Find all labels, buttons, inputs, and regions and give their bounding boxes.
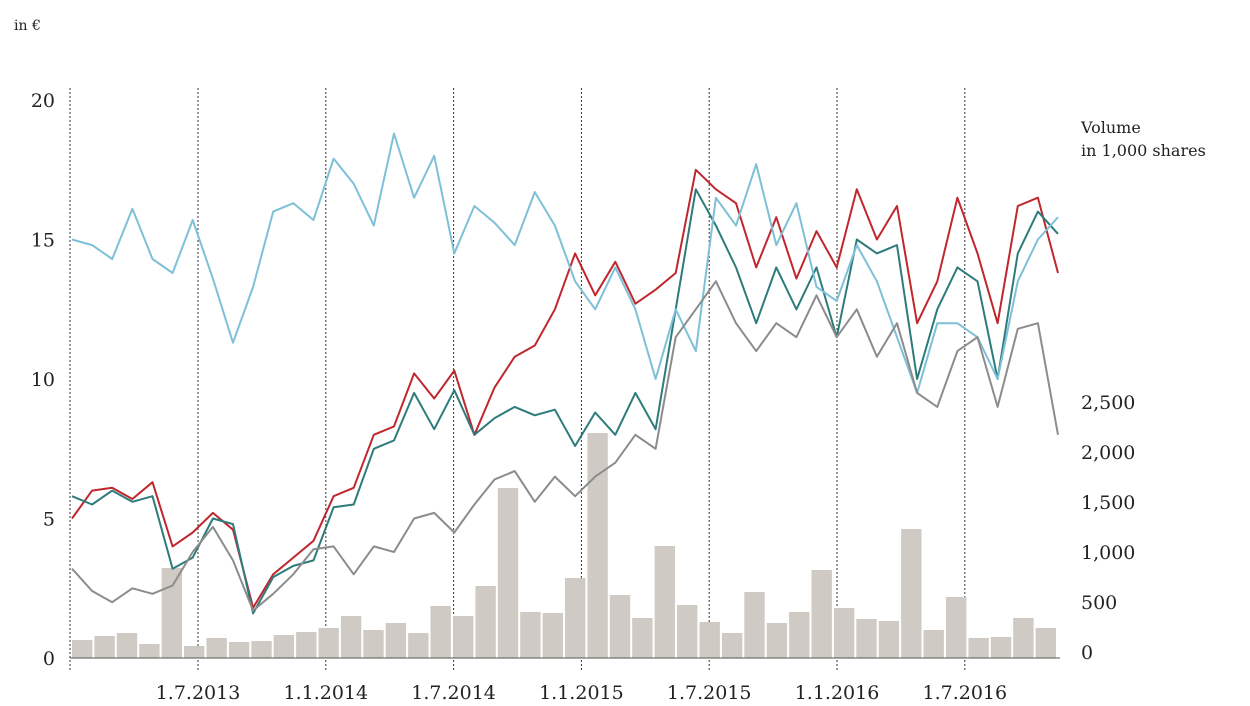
volume-bar [901, 529, 922, 658]
volume-bar [116, 633, 138, 658]
price-unit-label: in € [14, 18, 41, 34]
volume-bar [228, 642, 250, 658]
volume-bar [1013, 618, 1034, 658]
volume-bar [856, 619, 877, 658]
series-line-3 [71, 280, 1059, 612]
volume-bar [811, 570, 832, 658]
volume-bar [475, 586, 496, 658]
volume-axis-title-line-1: Volume [1080, 118, 1141, 137]
volume-tick-3: 1,500 [1081, 492, 1135, 514]
volume-bar [609, 595, 631, 658]
volume-bar [94, 636, 115, 658]
volume-bar [273, 635, 295, 658]
x-tick-1: 1.1.2014 [283, 682, 368, 704]
volume-bar [296, 632, 317, 658]
volume-bar [766, 623, 788, 658]
volume-tick-2: 1,000 [1081, 542, 1135, 564]
series-line-1 [71, 188, 1059, 615]
volume-bar [251, 641, 272, 658]
volume-bar [318, 628, 339, 658]
y-tick-20: 20 [31, 90, 55, 112]
volume-bar [363, 630, 384, 658]
volume-tick-4: 2,000 [1081, 442, 1135, 464]
volume-bar [1035, 628, 1056, 658]
y-tick-5: 5 [43, 509, 55, 531]
volume-bar [946, 597, 967, 658]
volume-bar [744, 592, 765, 658]
x-tick-4: 1.7.2015 [667, 682, 752, 704]
volume-bar [340, 616, 362, 658]
volume-bar [206, 638, 227, 658]
volume-bar [520, 612, 541, 658]
volume-bar [923, 630, 944, 658]
volume-bar [72, 640, 93, 658]
volume-bar [654, 546, 675, 658]
volume-bar [968, 638, 989, 658]
price-series-lines [71, 132, 1059, 615]
series-line-2 [71, 132, 1059, 394]
volume-bars [72, 433, 1056, 658]
volume-bar [161, 568, 182, 658]
volume-bar [587, 433, 608, 658]
volume-tick-1: 500 [1081, 592, 1117, 614]
volume-bar [542, 613, 563, 658]
volume-bar [139, 644, 160, 658]
volume-bar [497, 488, 519, 658]
volume-bar [833, 608, 855, 658]
volume-bar [878, 621, 900, 658]
volume-bar [789, 612, 810, 658]
x-tick-6: 1.7.2016 [922, 682, 1007, 704]
x-tick-3: 1.1.2015 [539, 682, 624, 704]
volume-bar [184, 646, 205, 658]
x-tick-2: 1.7.2014 [411, 682, 496, 704]
volume-bar [990, 637, 1012, 658]
volume-bar [632, 618, 653, 658]
volume-bar [721, 633, 743, 658]
y-tick-15: 15 [31, 230, 55, 252]
volume-bar [453, 616, 474, 658]
volume-bar [430, 606, 451, 658]
volume-axis-title-line-2: in 1,000 shares [1081, 141, 1206, 160]
x-tick-0: 1.7.2013 [156, 682, 241, 704]
x-tick-5: 1.1.2016 [795, 682, 880, 704]
volume-bar [699, 622, 720, 658]
volume-bar [408, 633, 429, 658]
volume-tick-5: 2,500 [1081, 392, 1135, 414]
volume-bar [565, 578, 586, 658]
volume-bar [677, 605, 698, 658]
y-tick-0: 0 [43, 648, 55, 670]
volume-bar [385, 623, 407, 658]
volume-tick-0: 0 [1081, 642, 1093, 664]
date-axis-ticks: 1.7.2013 1.1.2014 1.7.2014 1.1.2015 1.7.2015… [156, 682, 1007, 704]
volume-axis-ticks: 0 500 1,000 1,500 2,000 2,500 [1081, 392, 1135, 664]
vertical-gridlines [69, 88, 966, 670]
price-axis-ticks: 0 5 10 15 20 [31, 90, 55, 670]
y-tick-10: 10 [31, 369, 55, 391]
